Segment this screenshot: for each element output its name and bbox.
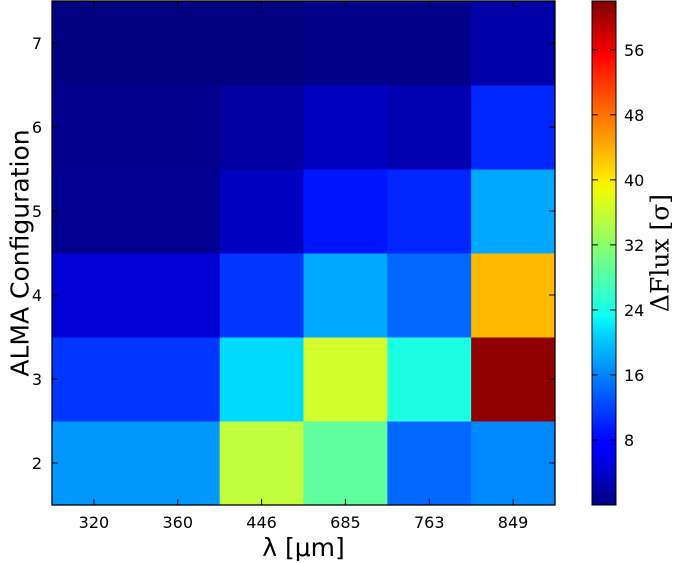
colorbar-tick-label: 48 [624,106,644,125]
heatmap-cell [135,337,221,422]
heatmap-cell [471,253,556,338]
heatmap-cell [219,85,304,170]
x-tick-label: 446 [246,513,277,532]
y-axis-label: ALMA Configuration [6,129,35,376]
colorbar [591,0,617,506]
heatmap-cell [387,253,472,338]
heatmap-cell [135,253,221,338]
x-tick-label: 685 [330,513,361,532]
colorbar-label: ΔFlux [σ] [646,194,675,312]
heatmap-cell [303,1,388,86]
colorbar-tick-label: 56 [624,41,644,60]
y-tick-label: 4 [32,286,42,305]
colorbar-tick-label: 8 [624,431,634,450]
heatmap-cell [387,337,472,422]
heatmap-cell [303,253,388,338]
heatmap-cells [52,1,556,506]
colorbar-tick-label: 16 [624,366,644,385]
heatmap-cell [135,421,221,506]
heatmap-cell [471,337,556,422]
y-tick-label: 7 [32,34,42,53]
heatmap-cell [52,85,137,170]
heatmap-cell [387,1,472,86]
colorbar-tick-label: 24 [624,301,644,320]
heatmap-cell [135,1,221,86]
y-axis-ticks: 2 3 4 5 6 7 [32,34,555,473]
heatmap-cell [219,169,304,254]
x-axis-ticks: 320 360 446 685 763 849 [79,1,529,532]
heatmap-cell [387,85,472,170]
heatmap-cell [471,421,556,506]
heatmap-cell [219,337,304,422]
heatmap-cell [52,421,137,506]
x-tick-label: 320 [79,513,110,532]
y-tick-label: 2 [32,454,42,473]
heatmap-cell [303,337,388,422]
heatmap-cell [387,169,472,254]
heatmap-cell [52,169,137,254]
heatmap-cell [52,1,137,86]
x-tick-label: 360 [162,513,193,532]
colorbar-tick-label: 40 [624,171,644,190]
heatmap-cell [471,169,556,254]
colorbar-tick-label: 32 [624,236,644,255]
y-tick-label: 5 [32,202,42,221]
heatmap-cell [471,1,556,86]
heatmap-cell [52,253,137,338]
heatmap-cell [219,1,304,86]
colorbar-ticks: 8 16 24 32 40 48 56 [592,41,644,450]
heatmap-cell [219,253,304,338]
x-tick-label: 849 [498,513,529,532]
heatmap-cell [52,337,137,422]
heatmap-cell [471,85,556,170]
heatmap-cell [387,421,472,506]
y-tick-label: 6 [32,118,42,137]
heatmap-cell [135,85,221,170]
plot-frame [51,0,556,506]
heatmap-cell [303,169,388,254]
y-tick-label: 3 [32,370,42,389]
heatmap-cell [303,421,388,506]
heatmap-cell [219,421,304,506]
heatmap-cell [135,169,221,254]
x-axis-label: λ [μm] [262,533,345,562]
heatmap-cell [303,85,388,170]
x-tick-label: 763 [414,513,445,532]
